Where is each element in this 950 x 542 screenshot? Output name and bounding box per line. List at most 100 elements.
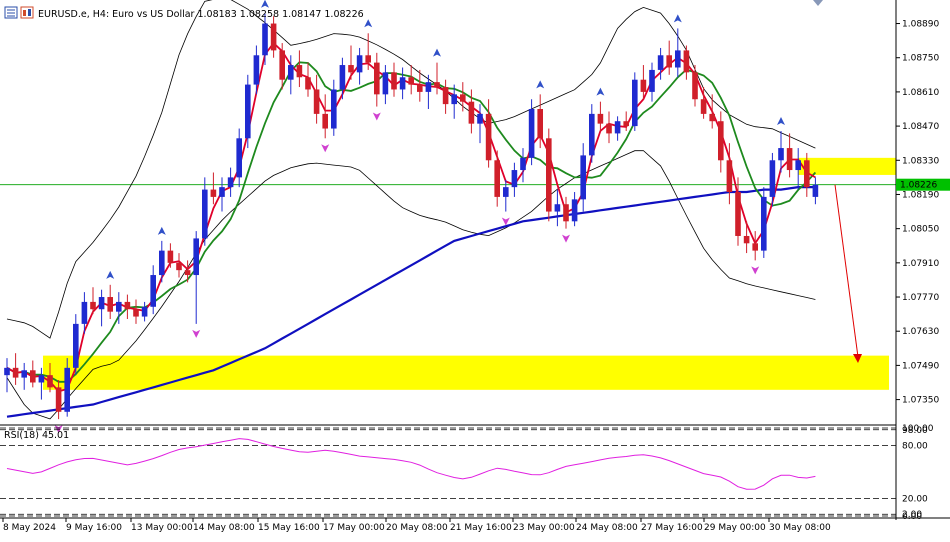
candle[interactable] xyxy=(193,231,199,324)
candle[interactable] xyxy=(245,74,251,149)
candle[interactable] xyxy=(296,50,303,88)
candle[interactable] xyxy=(520,148,526,183)
candle[interactable] xyxy=(305,62,311,97)
chart-shift-marker-icon[interactable] xyxy=(813,0,823,6)
candle[interactable] xyxy=(769,152,776,207)
candle[interactable] xyxy=(718,111,724,173)
candle[interactable] xyxy=(408,65,414,95)
candle[interactable] xyxy=(752,231,758,261)
candle[interactable] xyxy=(477,104,483,144)
candle[interactable] xyxy=(434,62,440,95)
candle[interactable] xyxy=(442,79,449,114)
candle[interactable] xyxy=(38,367,45,400)
candle[interactable] xyxy=(657,47,664,80)
candle[interactable] xyxy=(563,196,569,229)
candle[interactable] xyxy=(812,177,819,205)
candle[interactable] xyxy=(804,152,810,197)
candle[interactable] xyxy=(726,143,733,205)
candle[interactable] xyxy=(623,111,629,131)
candle[interactable] xyxy=(98,289,105,327)
candle[interactable] xyxy=(417,69,423,102)
candle[interactable] xyxy=(30,360,36,388)
candle[interactable] xyxy=(55,380,62,420)
chart-window-icon[interactable] xyxy=(4,6,18,19)
candle[interactable] xyxy=(356,47,363,85)
candle[interactable] xyxy=(236,128,242,188)
candle[interactable] xyxy=(90,287,96,315)
candle[interactable] xyxy=(700,87,707,119)
candle[interactable] xyxy=(778,130,784,173)
candle[interactable] xyxy=(331,79,337,136)
candle[interactable] xyxy=(580,143,586,212)
candle[interactable] xyxy=(313,74,320,124)
candle[interactable] xyxy=(606,111,612,144)
candle[interactable] xyxy=(735,177,741,246)
candle[interactable] xyxy=(683,45,690,80)
candle[interactable] xyxy=(425,74,432,109)
chart-mode-icon[interactable] xyxy=(20,6,34,19)
candle[interactable] xyxy=(692,65,698,107)
candle[interactable] xyxy=(597,101,604,131)
candle[interactable] xyxy=(554,189,561,227)
candle[interactable] xyxy=(124,294,131,319)
candle[interactable] xyxy=(159,240,165,283)
candle[interactable] xyxy=(511,162,518,197)
candle[interactable] xyxy=(365,33,371,70)
candle[interactable] xyxy=(227,167,234,197)
candle[interactable] xyxy=(675,28,681,78)
candle[interactable] xyxy=(73,314,79,376)
candle[interactable] xyxy=(528,99,535,166)
candle[interactable] xyxy=(348,45,354,80)
candle[interactable] xyxy=(322,94,328,139)
candle[interactable] xyxy=(374,52,380,107)
candle[interactable] xyxy=(21,362,27,390)
candle[interactable] xyxy=(743,221,750,254)
candle[interactable] xyxy=(614,116,621,141)
candle[interactable] xyxy=(632,72,638,131)
candle[interactable] xyxy=(288,55,294,95)
candle[interactable] xyxy=(4,358,10,393)
candle[interactable] xyxy=(253,45,260,95)
candle[interactable] xyxy=(279,43,285,90)
candle[interactable] xyxy=(399,67,406,100)
candle[interactable] xyxy=(107,284,113,319)
candle[interactable] xyxy=(571,192,578,227)
candle[interactable] xyxy=(141,301,148,322)
candle[interactable] xyxy=(219,177,225,212)
candle[interactable] xyxy=(468,89,475,134)
candle[interactable] xyxy=(795,148,801,190)
candle[interactable] xyxy=(761,187,767,258)
candle[interactable] xyxy=(47,362,53,393)
candle[interactable] xyxy=(270,16,277,58)
candle[interactable] xyxy=(116,292,122,324)
candle[interactable] xyxy=(546,128,552,222)
candle[interactable] xyxy=(709,94,715,129)
candle[interactable] xyxy=(494,150,500,207)
candle[interactable] xyxy=(485,99,492,168)
candle[interactable] xyxy=(503,179,509,212)
candle[interactable] xyxy=(537,94,543,149)
candle[interactable] xyxy=(167,243,174,268)
candle[interactable] xyxy=(12,353,19,385)
candle[interactable] xyxy=(460,82,466,112)
candle[interactable] xyxy=(202,177,208,246)
candle[interactable] xyxy=(176,253,182,278)
candle[interactable] xyxy=(391,62,397,97)
candle[interactable] xyxy=(451,84,457,119)
candle[interactable] xyxy=(786,133,793,178)
candle[interactable] xyxy=(150,265,156,315)
candle[interactable] xyxy=(262,13,268,66)
candle[interactable] xyxy=(382,65,389,105)
candle[interactable] xyxy=(640,65,647,100)
candle[interactable] xyxy=(184,260,191,283)
candle[interactable] xyxy=(589,104,595,163)
candle[interactable] xyxy=(210,172,217,205)
candle[interactable] xyxy=(339,57,346,100)
candle[interactable] xyxy=(666,40,672,75)
candle[interactable] xyxy=(649,62,655,102)
candle[interactable] xyxy=(133,299,139,324)
candle[interactable] xyxy=(81,292,88,334)
candle[interactable] xyxy=(64,358,70,417)
